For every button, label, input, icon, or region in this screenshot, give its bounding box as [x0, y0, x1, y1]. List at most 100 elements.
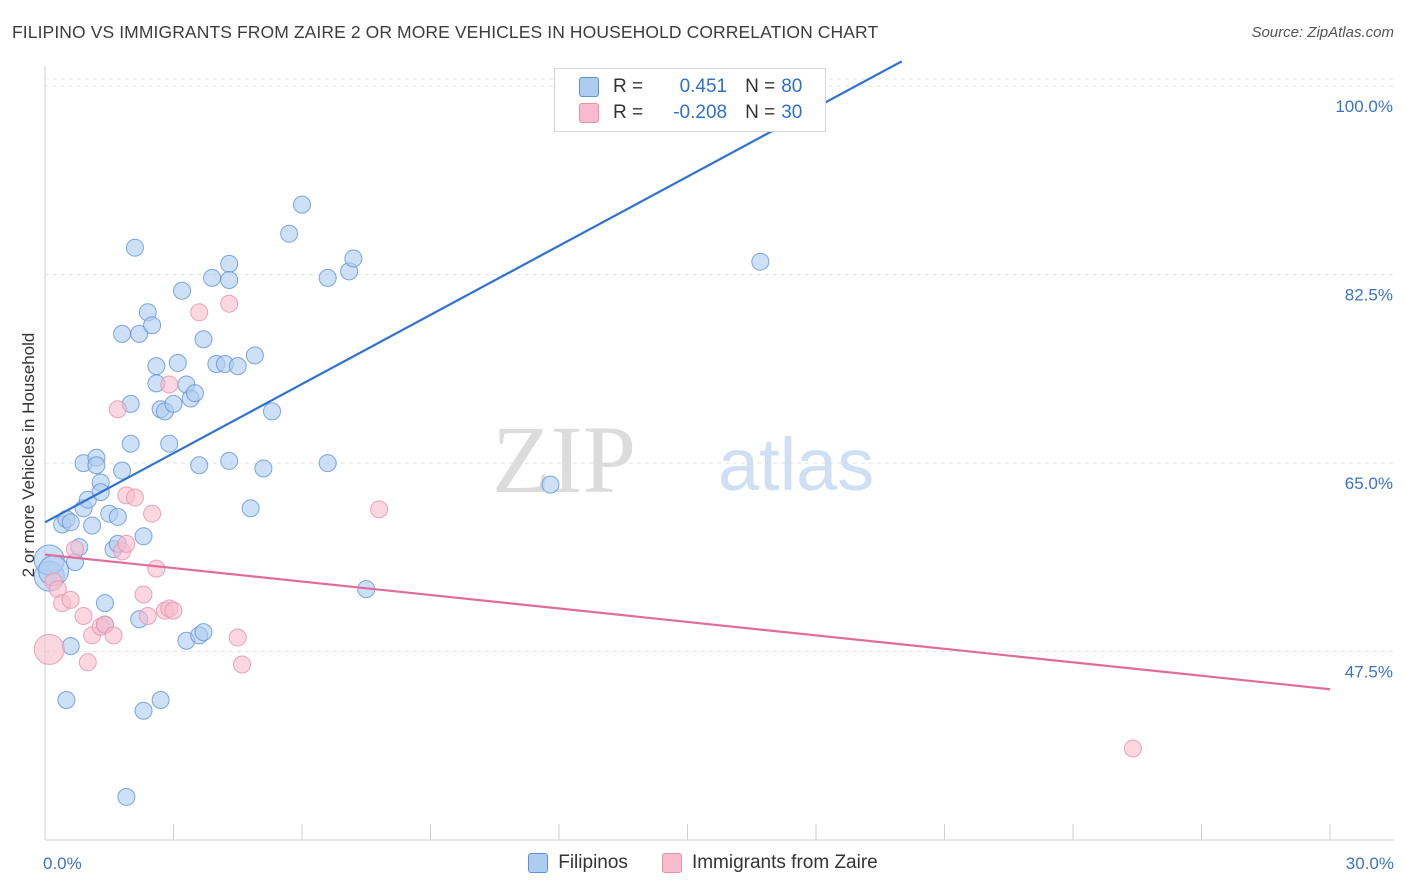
grid-layer — [45, 78, 1394, 653]
filipinos-point — [130, 324, 149, 343]
chart-title: FILIPINO VS IMMIGRANTS FROM ZAIRE 2 OR M… — [12, 22, 879, 42]
labels-layer: 47.5% 65.0% 82.5% 100.0% 0.0% 30.0% 2 or more … — [19, 97, 1394, 873]
filipinos-point — [61, 513, 80, 532]
filipinos-point — [280, 224, 299, 243]
trend-layer — [44, 60, 1331, 691]
legend-n-value: 80 — [781, 76, 803, 97]
filipinos-point — [117, 787, 136, 806]
x-tick-label-max: 30.0% — [1346, 854, 1394, 873]
zaire-point — [61, 590, 80, 609]
legend-n-label: N = — [745, 102, 776, 123]
zaire-point — [370, 500, 389, 519]
legend-label-zaire: Immigrants from Zaire — [691, 852, 878, 873]
filipinos-point — [344, 249, 363, 268]
legend-label-filipinos: Filipinos — [558, 852, 628, 873]
filipinos-point — [168, 353, 187, 372]
filipinos-point — [151, 691, 170, 709]
zaire-point — [228, 628, 247, 647]
filipinos-point — [95, 594, 114, 613]
legend-n-value: 30 — [781, 102, 803, 123]
zaire-point — [74, 607, 93, 625]
series-legend: Filipinos Immigrants from Zaire — [0, 852, 1406, 874]
filipinos-point — [318, 454, 337, 473]
filipinos-point — [108, 507, 127, 526]
filipinos-point — [134, 527, 153, 546]
filipinos-point — [541, 475, 560, 494]
filipinos-point — [220, 254, 239, 273]
filipinos-point — [318, 268, 337, 287]
zaire-point — [147, 559, 166, 578]
legend-r-value: -0.208 — [673, 102, 728, 123]
zaire-point — [104, 626, 123, 645]
filipinos-point — [83, 516, 102, 535]
legend-r-label: R = — [613, 102, 644, 123]
watermark-atlas: atlas — [718, 423, 874, 506]
legend-row-filipinos: R = 0.451 N = 80 — [579, 74, 802, 100]
correlation-legend: R = 0.451 N = 80 R = -0.208 N = 30 — [554, 68, 826, 132]
zaire-point — [125, 488, 144, 507]
zaire-point — [108, 400, 127, 419]
axes-layer — [44, 66, 1394, 841]
legend-item-zaire[interactable]: Immigrants from Zaire — [661, 852, 878, 874]
zaire-point — [65, 540, 84, 559]
filipinos-point — [751, 252, 770, 271]
legend-row-zaire: R = -0.208 N = 30 — [579, 100, 802, 126]
filipinos-point — [190, 456, 209, 475]
zaire-point — [143, 504, 162, 523]
filipinos-point — [185, 384, 204, 403]
filipinos-point — [203, 268, 222, 287]
legend-item-filipinos[interactable]: Filipinos — [528, 852, 628, 874]
source-label: Source: ZipAtlas.com — [1251, 24, 1394, 41]
filipinos-trend-line — [44, 60, 903, 524]
y-tick-label: 65.0% — [1345, 474, 1393, 493]
pink-swatch-icon — [579, 103, 599, 123]
zaire-point — [33, 633, 65, 665]
legend-r-label: R = — [613, 76, 644, 97]
filipinos-point — [160, 434, 179, 453]
filipinos-point — [113, 324, 132, 343]
blue-swatch-icon — [528, 853, 549, 873]
y-tick-label: 100.0% — [1335, 97, 1393, 116]
filipinos-point — [263, 402, 282, 421]
y-tick-label: 47.5% — [1345, 663, 1393, 682]
filipinos-point — [143, 316, 162, 335]
filipinos-point — [173, 281, 192, 300]
filipinos-point — [228, 357, 247, 376]
zaire-trend-line — [44, 553, 1331, 691]
x-tick-label-min: 0.0% — [43, 854, 82, 873]
zaire-point — [164, 601, 183, 620]
zaire-point — [134, 585, 153, 604]
filipinos-point — [87, 456, 106, 475]
filipinos-point — [61, 637, 80, 656]
zaire-point — [233, 655, 252, 674]
y-tick-label: 82.5% — [1345, 286, 1393, 305]
filipinos-point — [194, 330, 213, 349]
blue-swatch-icon — [579, 77, 599, 97]
filipinos-point — [125, 238, 144, 257]
filipinos-point — [220, 271, 239, 289]
filipinos-point — [121, 434, 140, 453]
zaire-point — [190, 303, 209, 322]
watermark: ZIP atlas — [492, 406, 874, 513]
filipinos-point — [113, 461, 132, 480]
zaire-point — [117, 534, 136, 553]
legend-n-label: N = — [745, 76, 776, 97]
points-layer — [33, 195, 1142, 806]
watermark-zip: ZIP — [492, 406, 636, 513]
y-axis-label: 2 or more Vehicles in Household — [19, 333, 38, 578]
filipinos-point — [134, 701, 153, 720]
legend-r-value: 0.451 — [679, 76, 728, 97]
zaire-point — [78, 653, 97, 672]
zaire-point — [138, 607, 157, 625]
filipinos-point — [241, 499, 260, 518]
filipinos-point — [194, 623, 213, 642]
filipinos-point — [147, 357, 166, 376]
filipinos-point — [245, 346, 264, 365]
zaire-point — [220, 294, 239, 313]
filipinos-point — [254, 459, 273, 478]
zaire-point — [1123, 739, 1142, 758]
filipinos-point — [293, 195, 311, 214]
pink-swatch-icon — [661, 853, 682, 873]
filipinos-point — [164, 394, 183, 413]
